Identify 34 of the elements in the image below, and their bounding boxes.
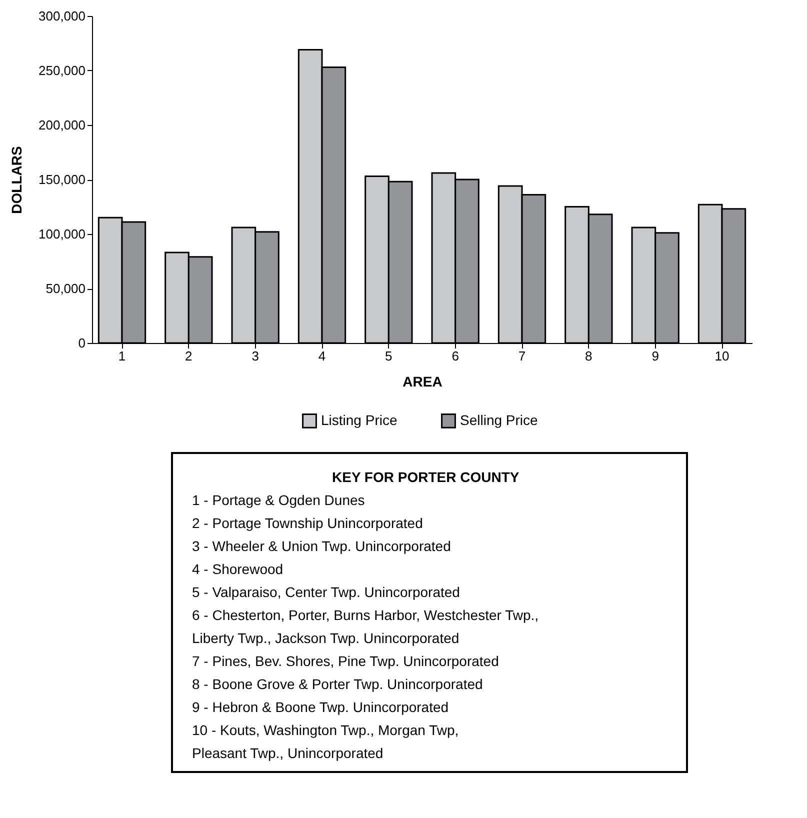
x-tick-label: 3 xyxy=(252,348,259,364)
y-tick-label: 50,000 xyxy=(46,281,86,296)
x-tick-label: 7 xyxy=(518,348,526,364)
y-tick-label: 200,000 xyxy=(38,118,86,132)
y-tick-label: 300,000 xyxy=(38,8,86,24)
x-tick-label: 2 xyxy=(185,348,192,364)
text: 4 - Shorewood xyxy=(192,561,284,577)
text: KEY FOR PORTER COUNTY xyxy=(332,469,520,485)
y-tick-label: 0 xyxy=(78,336,86,350)
x-tick-label: 4 xyxy=(318,348,326,364)
x-tick-label: 5 xyxy=(385,348,392,364)
y-axis-title: DOLLARS xyxy=(8,146,25,214)
text: 3 - Wheeler & Union Twp. Unincorporated xyxy=(192,538,451,554)
legend-label: Listing Price xyxy=(321,412,398,428)
text: 9 - Hebron & Boone Twp. Unincorporated xyxy=(192,699,449,715)
x-tick-label: 8 xyxy=(585,348,592,364)
x-tick-label: 10 xyxy=(714,348,730,364)
x-tick-label: 6 xyxy=(452,348,459,364)
text: 5 - Valparaiso, Center Twp. Unincorporated xyxy=(192,584,460,600)
x-axis-title: AREA xyxy=(402,374,442,390)
y-tick-label: 250,000 xyxy=(38,63,86,78)
text: 6 - Chesterton, Porter, Burns Harbor, Westchester Twp., xyxy=(192,607,539,623)
text: 10 - Kouts, Washington Twp., Morgan Twp, xyxy=(192,722,459,738)
text: 1 - Portage & Ogden Dunes xyxy=(192,492,365,508)
y-tick-label: 100,000 xyxy=(38,226,86,242)
y-tick-label: 150,000 xyxy=(38,172,86,187)
text: Pleasant Twp., Unincorporated xyxy=(192,745,384,761)
x-tick-label: 9 xyxy=(652,348,659,364)
text: 2 - Portage Township Unincorporated xyxy=(192,515,423,531)
x-tick-label: 1 xyxy=(118,348,126,364)
legend-label: Selling Price xyxy=(460,412,538,428)
text: 8 - Boone Grove & Porter Twp. Unincorporated xyxy=(192,676,483,692)
text: 7 - Pines, Bev. Shores, Pine Twp. Unincorporated xyxy=(192,653,499,669)
text: Liberty Twp., Jackson Twp. Unincorporated xyxy=(192,630,460,646)
